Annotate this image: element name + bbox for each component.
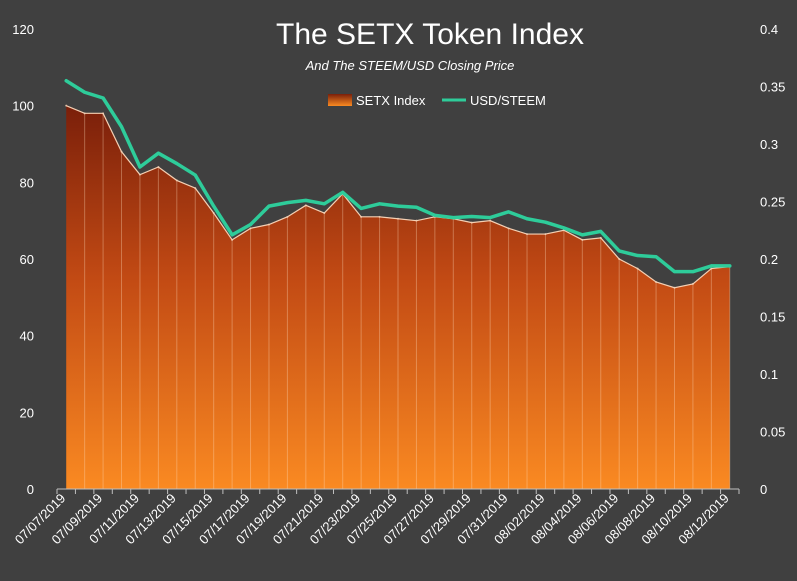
setx-index-point	[304, 204, 307, 207]
setx-index-point	[120, 150, 123, 153]
usd-steem-point	[525, 217, 529, 221]
setx-index-point	[323, 212, 326, 214]
y-axis-left: 0 20 40 60 80 100 120	[12, 22, 34, 497]
y-right-tick-label: 0.3	[760, 137, 778, 152]
setx-index-point	[489, 219, 492, 222]
usd-steem-point	[64, 79, 68, 83]
y-right-tick-label: 0.4	[760, 22, 778, 37]
y-right-tick-label: 0.1	[760, 367, 778, 382]
legend-label-setx: SETX Index	[356, 93, 426, 108]
setx-index-point	[415, 219, 418, 222]
setx-index-point	[360, 215, 363, 218]
setx-index-point	[378, 215, 381, 218]
chart-subtitle: And The STEEM/USD Closing Price	[305, 58, 515, 73]
setx-index-point	[581, 238, 584, 241]
usd-steem-point	[543, 220, 547, 224]
legend-label-steem: USD/STEEM	[470, 93, 546, 108]
plot-area	[64, 79, 732, 490]
usd-steem-point	[193, 173, 197, 177]
setx-index-point	[618, 258, 621, 260]
usd-steem-point	[636, 254, 640, 258]
usd-steem-point	[728, 264, 732, 268]
setx-index-point	[175, 179, 178, 182]
usd-steem-point	[691, 270, 695, 274]
chart-title: The SETX Token Index	[276, 18, 584, 51]
usd-steem-point	[599, 229, 603, 233]
usd-steem-point	[507, 210, 511, 214]
setx-index-point	[157, 166, 160, 168]
usd-steem-point	[267, 204, 271, 208]
usd-steem-point	[359, 206, 363, 210]
y-right-tick-label: 0.15	[760, 310, 785, 325]
setx-index-point	[470, 221, 473, 224]
setx-index-point	[526, 233, 529, 236]
usd-steem-point	[120, 125, 124, 129]
setx-index-point	[507, 227, 510, 230]
y-right-tick-label: 0.35	[760, 80, 785, 95]
setx-index-point	[83, 112, 86, 115]
usd-steem-point	[672, 270, 676, 274]
setx-index-point	[138, 173, 141, 176]
usd-steem-point	[175, 162, 179, 166]
usd-steem-point	[249, 223, 253, 226]
usd-steem-point	[341, 190, 345, 194]
setx-index-point	[397, 217, 399, 220]
legend: SETX Index USD/STEEM	[328, 93, 546, 108]
setx-index-point	[544, 233, 547, 236]
usd-steem-point	[396, 204, 400, 208]
setx-index-point	[194, 187, 197, 190]
y-right-tick-label: 0.05	[760, 425, 785, 440]
setx-index-point	[212, 212, 215, 214]
usd-steem-point	[322, 202, 326, 206]
y-right-tick-label: 0.2	[760, 252, 778, 267]
setx-index-point	[599, 236, 602, 239]
usd-steem-point	[304, 198, 308, 202]
legend-swatch-setx	[328, 94, 352, 106]
y-left-tick-label: 0	[27, 482, 34, 497]
setx-index-point	[65, 104, 68, 107]
setx-index-point	[636, 267, 639, 270]
setx-index-area	[66, 105, 730, 490]
usd-steem-point	[378, 202, 382, 206]
usd-steem-point	[101, 96, 105, 100]
setx-index-point	[673, 286, 676, 289]
usd-steem-point	[580, 233, 584, 237]
setx-index-point	[249, 227, 252, 230]
y-left-tick-label: 100	[12, 99, 34, 114]
usd-steem-point	[433, 213, 437, 217]
usd-steem-point	[654, 255, 658, 259]
y-axis-right: 0 0.05 0.1 0.15 0.2 0.25 0.3 0.35 0.4	[760, 22, 785, 497]
setx-index-point	[655, 281, 658, 283]
usd-steem-point	[562, 226, 566, 230]
setx-index-point	[691, 282, 694, 285]
usd-steem-point	[488, 216, 492, 220]
y-left-tick-label: 20	[20, 405, 34, 420]
x-axis: 07/07/201907/09/201907/11/201907/13/2019…	[12, 488, 740, 547]
setx-index-point	[267, 223, 270, 226]
usd-steem-point	[414, 205, 418, 209]
y-left-tick-label: 120	[12, 22, 34, 37]
usd-steem-point	[230, 233, 234, 237]
usd-steem-point	[212, 204, 216, 208]
setx-index-point	[286, 215, 289, 218]
y-right-tick-label: 0	[760, 482, 767, 497]
usd-steem-point	[451, 216, 455, 220]
usd-steem-point	[156, 151, 160, 155]
setx-index-point	[231, 238, 234, 241]
usd-steem-point	[470, 214, 474, 218]
y-left-tick-label: 40	[20, 329, 34, 344]
setx-index-point	[102, 112, 105, 115]
usd-steem-point	[285, 201, 289, 205]
y-left-tick-label: 80	[20, 175, 34, 190]
usd-steem-point	[83, 90, 87, 94]
usd-steem-point	[617, 249, 621, 253]
setx-index-point	[710, 267, 713, 270]
y-right-tick-label: 0.25	[760, 195, 785, 210]
usd-steem-point	[138, 165, 142, 169]
y-left-tick-label: 60	[20, 252, 34, 267]
usd-steem-point	[709, 264, 713, 268]
